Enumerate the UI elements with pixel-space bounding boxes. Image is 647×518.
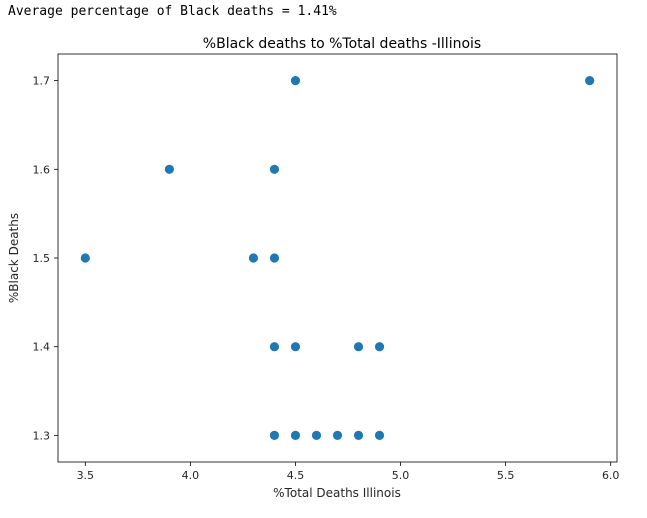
y-tick-label: 1.7 (33, 75, 51, 88)
scatter-point (269, 342, 280, 352)
scatter-point (290, 430, 301, 440)
y-axis: 1.3 1.4 1.5 1.6 1.7 (33, 75, 58, 442)
y-tick-label: 1.6 (33, 163, 51, 176)
x-tick-label: 3.5 (77, 469, 95, 482)
x-tick-label: 5.0 (392, 469, 410, 482)
chart-title: %Black deaths to %Total deaths -Illinois (203, 36, 481, 52)
data-points (80, 76, 595, 440)
cell-output-text: Average percentage of Black deaths = 1.4… (8, 4, 337, 19)
x-tick-label: 4.5 (287, 469, 305, 482)
scatter-point (374, 342, 385, 352)
x-axis: 3.5 4.0 4.5 5.0 5.5 6.0 (77, 462, 620, 482)
scatter-point (353, 430, 364, 440)
y-tick-label: 1.3 (33, 429, 51, 442)
y-tick-label: 1.5 (33, 252, 51, 265)
plot-area (57, 53, 618, 463)
scatter-point (290, 342, 301, 352)
scatter-point (269, 430, 280, 440)
scatter-point (80, 253, 90, 263)
y-tick-label: 1.4 (33, 341, 51, 354)
scatter-point (164, 164, 174, 174)
scatter-point (585, 76, 595, 86)
scatter-point (311, 430, 322, 440)
scatter-point (353, 342, 364, 352)
x-tick-label: 6.0 (602, 469, 620, 482)
y-axis-label: %Black Deaths (7, 213, 21, 303)
scatter-point (269, 164, 280, 174)
x-tick-label: 5.5 (497, 469, 515, 482)
scatter-point (290, 76, 301, 86)
scatter-point (269, 253, 280, 263)
scatter-point (248, 253, 259, 263)
scatter-point (374, 430, 385, 440)
x-tick-label: 4.0 (182, 469, 200, 482)
scatter-point (332, 430, 343, 440)
x-axis-label: %Total Deaths Illinois (273, 486, 401, 500)
